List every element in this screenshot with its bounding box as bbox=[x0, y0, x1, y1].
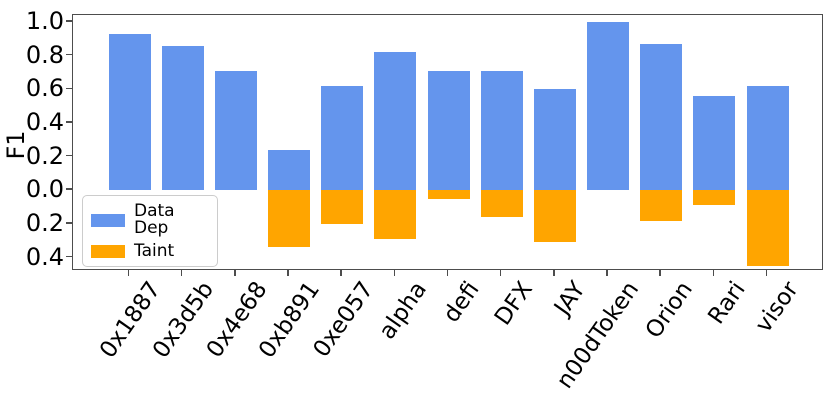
x-tick-mark bbox=[393, 270, 396, 276]
y-tick-label: 0.2 bbox=[25, 208, 64, 237]
bar-taint-0xe057 bbox=[321, 190, 364, 224]
bar-taint-visor bbox=[746, 190, 789, 266]
x-tick-mark bbox=[180, 270, 183, 276]
x-category-label-visor: visor bbox=[750, 277, 804, 338]
legend-swatch-data-dep bbox=[91, 213, 125, 227]
x-tick-mark bbox=[553, 270, 555, 276]
legend-swatch-taint bbox=[91, 245, 125, 258]
y-tick-label: 0.6 bbox=[25, 74, 64, 103]
y-tick-mark bbox=[66, 222, 72, 224]
bar-taint-0xb891 bbox=[268, 190, 310, 248]
y-tick-label: 1.0 bbox=[25, 7, 64, 36]
x-tick-mark bbox=[606, 270, 608, 276]
bar-data-dep-0x1887 bbox=[108, 33, 151, 191]
y-tick-label: 0.8 bbox=[25, 40, 64, 69]
y-tick-mark bbox=[66, 121, 72, 123]
x-tick-mark bbox=[287, 270, 289, 276]
y-tick-mark bbox=[66, 53, 72, 56]
bar-data-dep-alpha bbox=[374, 52, 417, 191]
y-tick-label: 0.2 bbox=[25, 141, 64, 170]
bar-taint-JAY bbox=[533, 190, 576, 243]
x-category-label-JAY: JAY bbox=[550, 277, 592, 321]
y-tick-label: 0.4 bbox=[25, 107, 64, 136]
bar-taint-defi bbox=[427, 190, 470, 199]
y-tick-mark bbox=[66, 255, 72, 258]
bar-taint-alpha bbox=[374, 190, 417, 240]
bar-data-dep-visor bbox=[746, 85, 789, 191]
x-category-label-Orion: Orion bbox=[640, 277, 698, 344]
legend-label-data-dep: Data Dep bbox=[134, 201, 175, 238]
x-category-label-Rari: Rari bbox=[703, 277, 751, 330]
bar-data-dep-JAY bbox=[533, 89, 576, 191]
x-tick-mark bbox=[765, 270, 768, 276]
bar-data-dep-n00dToken bbox=[587, 22, 629, 191]
bar-data-dep-Rari bbox=[693, 96, 736, 191]
x-tick-mark bbox=[234, 270, 236, 276]
x-category-label-alpha: alpha bbox=[373, 277, 432, 345]
x-tick-mark bbox=[659, 270, 661, 276]
bar-data-dep-DFX bbox=[480, 70, 523, 191]
x-tick-mark bbox=[499, 270, 502, 276]
x-tick-mark bbox=[712, 270, 715, 276]
legend-item-taint: Taint bbox=[91, 243, 209, 260]
legend-label-taint: Taint bbox=[134, 241, 175, 261]
y-tick-mark bbox=[66, 154, 72, 157]
bar-data-dep-0x4e68 bbox=[214, 70, 257, 191]
x-tick-mark bbox=[127, 270, 130, 276]
x-tick-mark bbox=[340, 270, 342, 276]
y-tick-label: 0.0 bbox=[25, 175, 64, 204]
bar-data-dep-0xe057 bbox=[321, 85, 364, 191]
bar-taint-DFX bbox=[480, 190, 523, 218]
bar-data-dep-0xb891 bbox=[268, 149, 310, 191]
y-tick-mark bbox=[66, 188, 72, 191]
bar-data-dep-Orion bbox=[640, 43, 683, 191]
legend: Data Dep Taint bbox=[82, 195, 218, 267]
legend-item-data-dep: Data Dep bbox=[91, 203, 209, 237]
bar-taint-Rari bbox=[693, 190, 736, 206]
y-tick-mark bbox=[66, 20, 72, 22]
plot-area: Data Dep Taint bbox=[72, 14, 823, 270]
bar-data-dep-defi bbox=[427, 70, 470, 191]
y-tick-label: 0.4 bbox=[25, 242, 64, 271]
y-tick-mark bbox=[66, 87, 72, 90]
x-category-label-DFX: DFX bbox=[489, 277, 538, 331]
bar-taint-Orion bbox=[640, 190, 683, 221]
bar-data-dep-0x3d5b bbox=[161, 45, 204, 191]
x-tick-mark bbox=[446, 270, 449, 276]
x-category-label-defi: defi bbox=[438, 277, 485, 328]
